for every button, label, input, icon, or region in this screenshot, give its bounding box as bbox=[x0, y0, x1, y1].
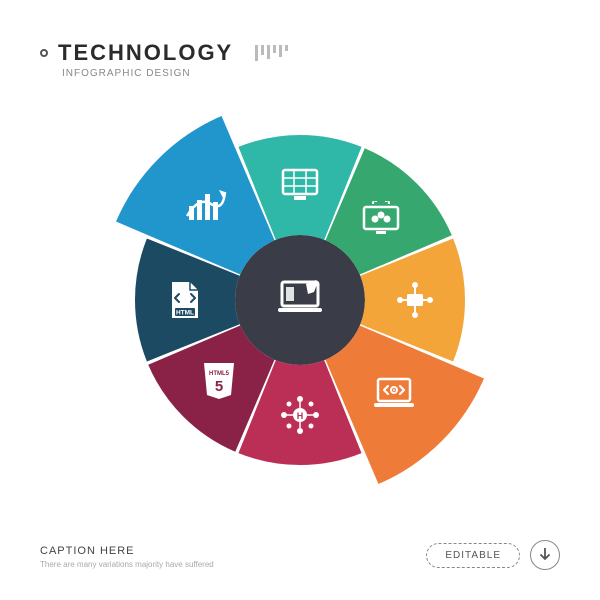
laptop-brush-icon bbox=[276, 278, 324, 323]
download-button[interactable] bbox=[530, 540, 560, 570]
title-dot-icon bbox=[40, 49, 48, 57]
center-circle bbox=[235, 235, 365, 365]
footer: CAPTION HERE There are many variations m… bbox=[40, 540, 560, 570]
caption-subtext: There are many variations majority have … bbox=[40, 560, 214, 570]
segment-dev-laptop bbox=[326, 326, 484, 484]
caption-label: CAPTION HERE bbox=[40, 545, 214, 557]
page-subtitle: INFOGRAPHIC DESIGN bbox=[62, 68, 288, 79]
segment-growth-chart bbox=[116, 116, 274, 274]
radial-chart: HHTML55HTML bbox=[100, 100, 500, 500]
footer-right: EDITABLE bbox=[426, 540, 560, 570]
editable-button[interactable]: EDITABLE bbox=[426, 543, 520, 568]
arrow-down-icon bbox=[539, 548, 551, 562]
caption-block: CAPTION HERE There are many variations m… bbox=[40, 545, 214, 570]
page-title: TECHNOLOGY bbox=[58, 40, 233, 66]
title-row: TECHNOLOGY bbox=[40, 40, 288, 66]
title-bars-icon bbox=[255, 45, 288, 61]
header: TECHNOLOGY INFOGRAPHIC DESIGN bbox=[40, 40, 288, 79]
